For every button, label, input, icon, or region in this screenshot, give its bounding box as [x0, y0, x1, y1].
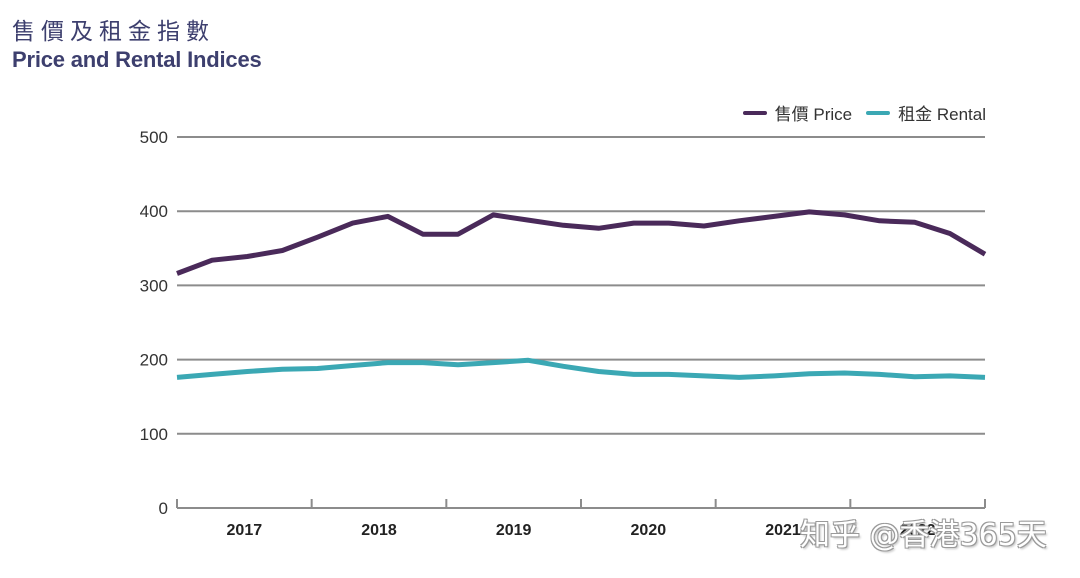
- watermark-text: 知乎 @香港365天: [800, 518, 1047, 553]
- chart-title-english: Price and Rental Indices: [12, 47, 262, 72]
- legend-swatch-rental: [866, 110, 891, 115]
- y-axis-ticks: 0 100 200 300 400 500: [140, 128, 168, 518]
- y-tick-label-0: 0: [159, 499, 168, 518]
- series-lines: [176, 209, 987, 380]
- chart-legend: 售價 Price 租金 Rental: [729, 100, 986, 125]
- y-tick-label-100: 100: [140, 425, 168, 444]
- x-tick-label-2020: 2020: [631, 522, 667, 539]
- x-tick-label-2021: 2021: [765, 522, 801, 539]
- rental-series-line: [176, 357, 986, 380]
- x-tick-label-2018: 2018: [361, 522, 397, 539]
- y-tick-label-200: 200: [140, 351, 168, 370]
- legend-item-rental: 租金 Rental: [866, 100, 986, 125]
- y-tick-label-500: 500: [140, 128, 168, 147]
- x-tick-label-2022: 2022: [900, 522, 936, 539]
- x-axis: 2017 2018 2019 2020 2021 2022: [176, 499, 986, 539]
- x-tick-label-2017: 2017: [227, 522, 263, 539]
- price-series-line: [176, 209, 987, 276]
- legend-label-rental: 租金 Rental: [898, 105, 986, 124]
- y-tick-label-300: 300: [140, 276, 168, 295]
- gridlines: [177, 136, 985, 435]
- y-tick-label-400: 400: [140, 202, 168, 221]
- x-tick-label-2019: 2019: [496, 522, 532, 539]
- legend-swatch-price: [742, 110, 767, 115]
- legend-item-price: 售價 Price: [742, 100, 853, 125]
- chart-title-chinese: 售價及租金指數: [12, 19, 215, 45]
- legend-label-price: 售價 Price: [774, 105, 853, 124]
